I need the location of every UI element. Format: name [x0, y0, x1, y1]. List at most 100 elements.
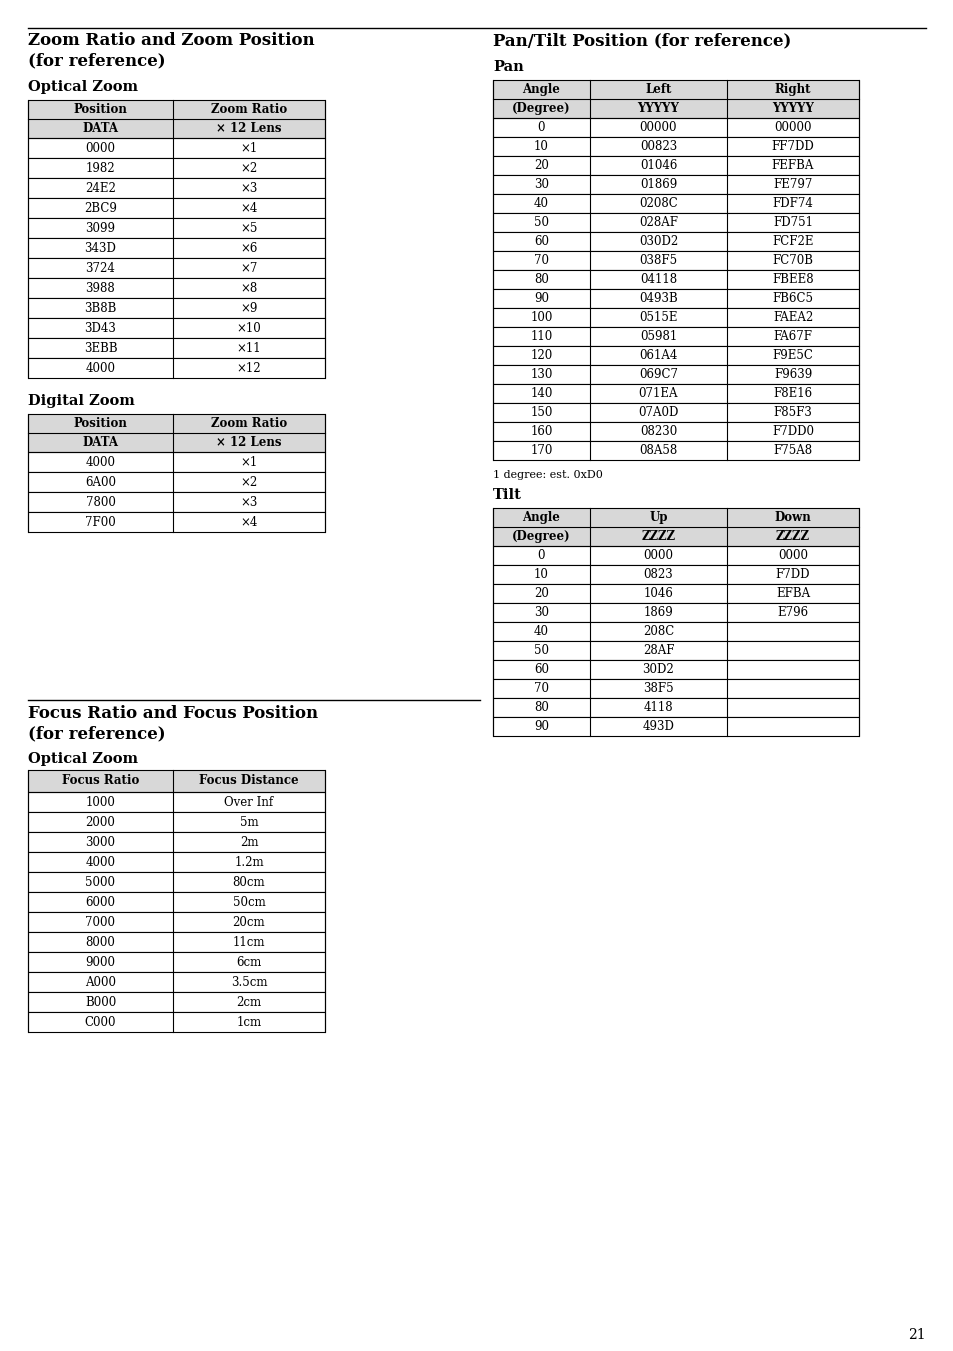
Text: 50: 50 — [534, 644, 548, 657]
Text: 343D: 343D — [85, 242, 116, 254]
Bar — [493, 232, 858, 251]
Text: Zoom Ratio and Zoom Position: Zoom Ratio and Zoom Position — [28, 32, 314, 49]
Text: Up: Up — [649, 511, 667, 524]
Text: 3B8B: 3B8B — [84, 301, 116, 315]
Text: 00000: 00000 — [774, 122, 811, 134]
Text: 50: 50 — [534, 216, 548, 230]
Bar — [28, 258, 325, 278]
Text: 08A58: 08A58 — [639, 444, 677, 457]
Bar — [28, 358, 325, 378]
Text: Tilt: Tilt — [493, 488, 521, 503]
Text: Pan: Pan — [493, 59, 523, 74]
Text: 8000: 8000 — [86, 935, 115, 948]
Text: Pan/Tilt Position (for reference): Pan/Tilt Position (for reference) — [493, 32, 791, 49]
Bar — [493, 565, 858, 584]
Text: 208C: 208C — [642, 626, 674, 638]
Text: F9E5C: F9E5C — [772, 349, 813, 362]
Text: FDF74: FDF74 — [772, 197, 813, 209]
Text: ×4: ×4 — [240, 516, 257, 528]
Text: 100: 100 — [530, 311, 552, 324]
Text: FAEA2: FAEA2 — [772, 311, 812, 324]
Text: 90: 90 — [534, 292, 548, 305]
Text: 0000: 0000 — [643, 549, 673, 562]
Text: 493D: 493D — [642, 720, 674, 734]
Bar — [493, 80, 858, 118]
Text: FBEE8: FBEE8 — [771, 273, 813, 286]
Text: B000: B000 — [85, 996, 116, 1008]
Text: ×3: ×3 — [240, 496, 257, 508]
Text: 7800: 7800 — [86, 496, 115, 508]
Text: 00000: 00000 — [639, 122, 677, 134]
Text: Optical Zoom: Optical Zoom — [28, 753, 138, 766]
Text: ZZZZ: ZZZZ — [640, 530, 675, 543]
Text: Zoom Ratio: Zoom Ratio — [211, 417, 287, 430]
Text: 071EA: 071EA — [639, 386, 678, 400]
Text: (Degree): (Degree) — [512, 101, 570, 115]
Text: FEFBA: FEFBA — [771, 159, 813, 172]
Text: (for reference): (for reference) — [28, 51, 166, 69]
Bar — [493, 118, 858, 136]
Bar — [493, 289, 858, 308]
Text: EFBA: EFBA — [775, 586, 809, 600]
Text: Position: Position — [73, 417, 128, 430]
Text: 38F5: 38F5 — [642, 682, 673, 694]
Bar — [493, 308, 858, 327]
Text: 0000: 0000 — [778, 549, 807, 562]
Text: F9639: F9639 — [773, 367, 811, 381]
Text: 0493B: 0493B — [639, 292, 678, 305]
Text: Digital Zoom: Digital Zoom — [28, 394, 134, 408]
Text: 9000: 9000 — [86, 955, 115, 969]
Text: Down: Down — [774, 511, 810, 524]
Text: 6A00: 6A00 — [85, 476, 116, 489]
Text: 130: 130 — [530, 367, 552, 381]
Text: 70: 70 — [534, 682, 548, 694]
Text: 3.5cm: 3.5cm — [231, 975, 267, 989]
Bar — [28, 138, 325, 158]
Text: YYYYY: YYYYY — [637, 101, 679, 115]
Text: 05981: 05981 — [639, 330, 677, 343]
Bar — [28, 413, 325, 453]
Bar — [493, 422, 858, 440]
Text: 0: 0 — [537, 549, 545, 562]
Text: 11cm: 11cm — [233, 935, 265, 948]
Bar — [28, 158, 325, 178]
Text: F7DD: F7DD — [775, 567, 809, 581]
Text: 01046: 01046 — [639, 159, 677, 172]
Text: FB6C5: FB6C5 — [772, 292, 813, 305]
Text: 061A4: 061A4 — [639, 349, 677, 362]
Text: 4000: 4000 — [86, 362, 115, 374]
Text: 1cm: 1cm — [236, 1016, 261, 1028]
Text: 20: 20 — [534, 159, 548, 172]
Text: A000: A000 — [85, 975, 116, 989]
Text: 120: 120 — [530, 349, 552, 362]
Text: 07A0D: 07A0D — [638, 407, 678, 419]
Text: 00823: 00823 — [639, 141, 677, 153]
Bar — [28, 770, 325, 792]
Text: 3D43: 3D43 — [85, 322, 116, 335]
Text: Position: Position — [73, 103, 128, 116]
Text: 24E2: 24E2 — [85, 181, 116, 195]
Text: ×9: ×9 — [240, 301, 257, 315]
Text: ×11: ×11 — [236, 342, 261, 354]
Text: 3988: 3988 — [86, 281, 115, 295]
Bar — [493, 346, 858, 365]
Text: FD751: FD751 — [772, 216, 812, 230]
Text: 50cm: 50cm — [233, 896, 265, 908]
Text: 0208C: 0208C — [639, 197, 678, 209]
Bar — [493, 546, 858, 565]
Bar — [28, 317, 325, 338]
Text: 20cm: 20cm — [233, 916, 265, 928]
Text: 0: 0 — [537, 122, 545, 134]
Text: ×8: ×8 — [240, 281, 257, 295]
Bar — [28, 512, 325, 532]
Text: 08230: 08230 — [639, 426, 677, 438]
Text: ZZZZ: ZZZZ — [775, 530, 809, 543]
Bar — [28, 492, 325, 512]
Text: 5m: 5m — [239, 816, 258, 828]
Text: ×12: ×12 — [236, 362, 261, 374]
Text: Focus Ratio: Focus Ratio — [62, 774, 139, 788]
Text: ×5: ×5 — [240, 222, 257, 235]
Bar — [493, 661, 858, 680]
Bar — [28, 413, 325, 453]
Text: 60: 60 — [534, 235, 548, 249]
